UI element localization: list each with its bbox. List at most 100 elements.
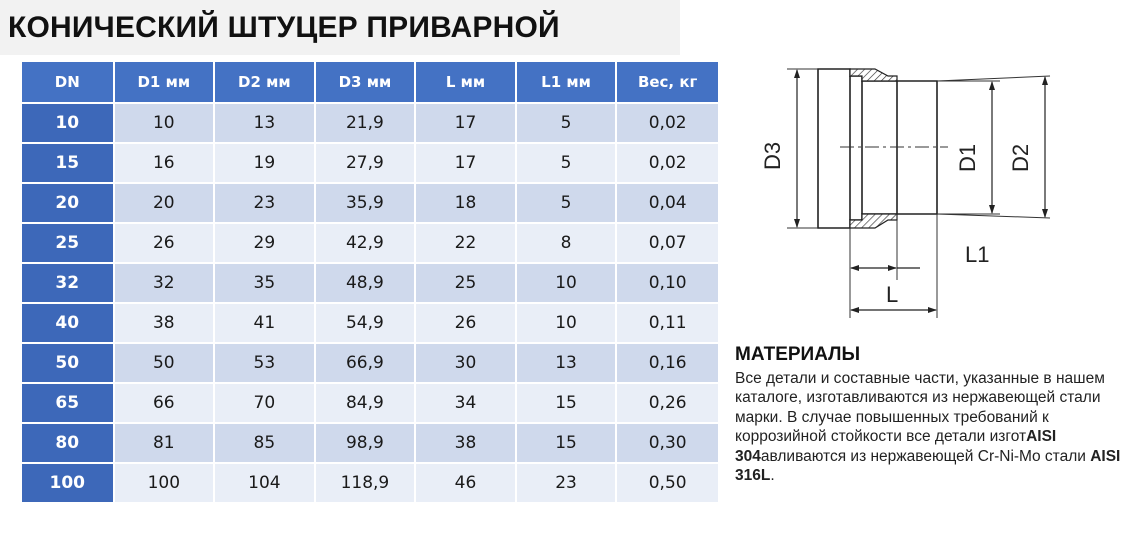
- cell-dn: 100: [22, 464, 113, 502]
- cell-weight: 0,07: [617, 224, 718, 262]
- extension-lines: [787, 68, 1051, 318]
- table-row: 32 32 35 48,9 25 10 0,10: [22, 264, 718, 302]
- dimension-d2: D2: [1008, 76, 1048, 218]
- cell-l: 34: [416, 384, 515, 422]
- page-title: КОНИЧЕСКИЙ ШТУЦЕР ПРИВАРНОЙ: [8, 11, 560, 44]
- cell-d2: 85: [215, 424, 314, 462]
- materials-text-part: .: [770, 467, 775, 485]
- header-l1: L1 мм: [516, 62, 616, 102]
- cell-d1: 81: [114, 424, 214, 462]
- wall-section-bottom: [849, 213, 898, 229]
- cell-d3: 66,9: [315, 344, 415, 382]
- cell-l: 30: [416, 344, 515, 382]
- materials-grade-304: AISI 304: [735, 428, 1057, 465]
- cell-d2: 53: [215, 344, 314, 382]
- materials-text-part: Все детали и составные части, указанные …: [735, 370, 1105, 446]
- cell-dn: 25: [22, 224, 113, 262]
- cell-l1: 13: [516, 344, 616, 382]
- cell-d3: 118,9: [315, 464, 415, 502]
- header-weight: Вес, кг: [617, 62, 718, 102]
- materials-heading: МАТЕРИАЛЫ: [735, 344, 861, 365]
- header-d1: D1 мм: [114, 62, 214, 102]
- cell-l: 26: [416, 304, 515, 342]
- label-l: L: [886, 282, 898, 307]
- cell-l: 38: [416, 424, 515, 462]
- cell-weight: 0,02: [617, 104, 718, 142]
- cell-d3: 42,9: [315, 224, 415, 262]
- cell-weight: 0,50: [617, 464, 718, 502]
- fitting-drawing: D3 D1 D2 L1 L: [760, 68, 1051, 318]
- cell-d1: 66: [114, 384, 214, 422]
- dimension-l: L: [850, 282, 937, 313]
- materials-section: МАТЕРИАЛЫ Все детали и составные части, …: [735, 343, 1135, 485]
- cell-weight: 0,16: [617, 344, 718, 382]
- table-row: 100 100 104 118,9 46 23 0,50: [22, 464, 718, 502]
- dimension-d1: D1: [955, 81, 995, 214]
- cell-weight: 0,04: [617, 184, 718, 222]
- table-row: 15 16 19 27,9 17 5 0,02: [22, 144, 718, 182]
- cell-dn: 10: [22, 104, 113, 142]
- cell-d2: 70: [215, 384, 314, 422]
- cell-l: 25: [416, 264, 515, 302]
- cell-l: 17: [416, 144, 515, 182]
- spec-table: DN D1 мм D2 мм D3 мм L мм L1 мм Вес, кг …: [20, 60, 720, 504]
- cell-l1: 10: [516, 304, 616, 342]
- cell-dn: 50: [22, 344, 113, 382]
- label-d2: D2: [1008, 144, 1033, 172]
- label-l1: L1: [965, 242, 989, 267]
- cell-d3: 21,9: [315, 104, 415, 142]
- header-d2: D2 мм: [215, 62, 314, 102]
- cell-weight: 0,02: [617, 144, 718, 182]
- cell-l: 22: [416, 224, 515, 262]
- dimension-d3: D3: [760, 69, 800, 228]
- table-row: 65 66 70 84,9 34 15 0,26: [22, 384, 718, 422]
- cell-dn: 15: [22, 144, 113, 182]
- cell-weight: 0,11: [617, 304, 718, 342]
- cell-l1: 5: [516, 184, 616, 222]
- header-l: L мм: [416, 62, 515, 102]
- cell-dn: 65: [22, 384, 113, 422]
- cell-l1: 5: [516, 144, 616, 182]
- materials-text: Все детали и составные части, указанные …: [735, 369, 1135, 485]
- cell-weight: 0,30: [617, 424, 718, 462]
- cell-d2: 104: [215, 464, 314, 502]
- table-row: 80 81 85 98,9 38 15 0,30: [22, 424, 718, 462]
- materials-grade-316l: AISI 316L: [735, 447, 1121, 485]
- cell-l: 46: [416, 464, 515, 502]
- cell-dn: 32: [22, 264, 113, 302]
- cell-dn: 20: [22, 184, 113, 222]
- cell-l1: 15: [516, 424, 616, 462]
- fitting-outline: [817, 68, 938, 229]
- label-d3: D3: [760, 142, 785, 170]
- dimension-l1: L1: [850, 242, 989, 271]
- cell-l: 18: [416, 184, 515, 222]
- cell-weight: 0,10: [617, 264, 718, 302]
- table-row: 40 38 41 54,9 26 10 0,11: [22, 304, 718, 342]
- table-row: 25 26 29 42,9 22 8 0,07: [22, 224, 718, 262]
- label-d1: D1: [955, 144, 980, 172]
- cell-l1: 8: [516, 224, 616, 262]
- cell-d1: 32: [114, 264, 214, 302]
- table-row: 20 20 23 35,9 18 5 0,04: [22, 184, 718, 222]
- header-d3: D3 мм: [315, 62, 415, 102]
- cell-l: 17: [416, 104, 515, 142]
- cell-d2: 19: [215, 144, 314, 182]
- cell-d3: 84,9: [315, 384, 415, 422]
- cell-l1: 23: [516, 464, 616, 502]
- cell-dn: 80: [22, 424, 113, 462]
- cell-d1: 16: [114, 144, 214, 182]
- cell-d2: 35: [215, 264, 314, 302]
- cell-d1: 50: [114, 344, 214, 382]
- cell-d2: 29: [215, 224, 314, 262]
- cell-d3: 35,9: [315, 184, 415, 222]
- cell-d3: 54,9: [315, 304, 415, 342]
- header-dn: DN: [22, 62, 113, 102]
- cell-d3: 98,9: [315, 424, 415, 462]
- wall-section-top: [849, 68, 898, 82]
- cell-d1: 10: [114, 104, 214, 142]
- cell-weight: 0,26: [617, 384, 718, 422]
- cell-d1: 26: [114, 224, 214, 262]
- cell-l1: 15: [516, 384, 616, 422]
- cell-d1: 100: [114, 464, 214, 502]
- cell-d2: 23: [215, 184, 314, 222]
